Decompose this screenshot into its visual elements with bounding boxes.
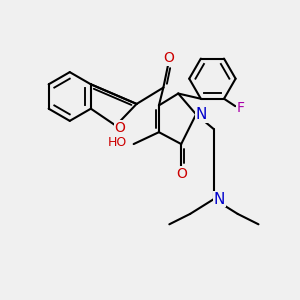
- Text: O: O: [176, 167, 187, 181]
- Text: O: O: [114, 121, 125, 135]
- Text: N: N: [196, 107, 207, 122]
- Text: O: O: [163, 51, 174, 65]
- Text: F: F: [237, 101, 245, 115]
- Text: N: N: [214, 191, 225, 206]
- Text: HO: HO: [108, 136, 127, 149]
